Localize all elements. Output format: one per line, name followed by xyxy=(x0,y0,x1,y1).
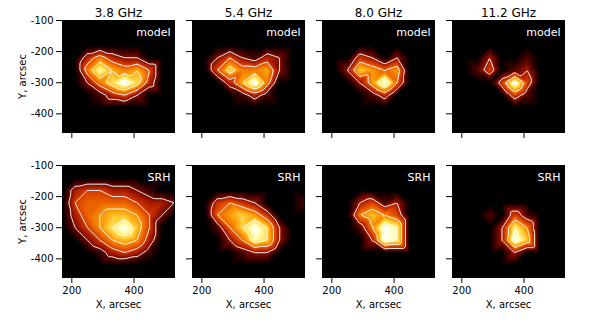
svg-text:-300: -300 xyxy=(31,77,54,88)
svg-text:model: model xyxy=(396,26,430,39)
svg-text:11.2 GHz: 11.2 GHz xyxy=(481,6,536,20)
svg-text:-200: -200 xyxy=(31,191,54,202)
svg-text:-100: -100 xyxy=(31,15,54,26)
svg-text:-200: -200 xyxy=(31,46,54,57)
svg-text:model: model xyxy=(266,26,300,39)
svg-text:3.8 GHz: 3.8 GHz xyxy=(95,6,143,20)
svg-text:200: 200 xyxy=(192,285,211,296)
svg-text:400: 400 xyxy=(515,285,534,296)
svg-text:200: 200 xyxy=(62,285,81,296)
svg-text:Y, arcsec: Y, arcsec xyxy=(17,199,28,245)
svg-text:SRH: SRH xyxy=(148,171,171,184)
svg-text:Y, arcsec: Y, arcsec xyxy=(17,54,28,100)
svg-text:X, arcsec: X, arcsec xyxy=(356,299,402,310)
svg-text:-400: -400 xyxy=(31,253,54,264)
svg-text:200: 200 xyxy=(452,285,471,296)
svg-text:-300: -300 xyxy=(31,222,54,233)
svg-text:model: model xyxy=(526,26,560,39)
svg-text:400: 400 xyxy=(125,285,144,296)
svg-text:model: model xyxy=(136,26,170,39)
svg-text:-400: -400 xyxy=(31,108,54,119)
svg-text:5.4 GHz: 5.4 GHz xyxy=(225,6,273,20)
svg-text:400: 400 xyxy=(255,285,274,296)
svg-text:X, arcsec: X, arcsec xyxy=(96,299,142,310)
svg-text:-100: -100 xyxy=(31,160,54,171)
svg-text:X, arcsec: X, arcsec xyxy=(486,299,532,310)
svg-text:200: 200 xyxy=(322,285,341,296)
svg-text:SRH: SRH xyxy=(408,171,431,184)
svg-text:400: 400 xyxy=(385,285,404,296)
svg-text:SRH: SRH xyxy=(538,171,561,184)
svg-text:X, arcsec: X, arcsec xyxy=(226,299,272,310)
svg-text:SRH: SRH xyxy=(278,171,301,184)
svg-text:8.0 GHz: 8.0 GHz xyxy=(355,6,403,20)
